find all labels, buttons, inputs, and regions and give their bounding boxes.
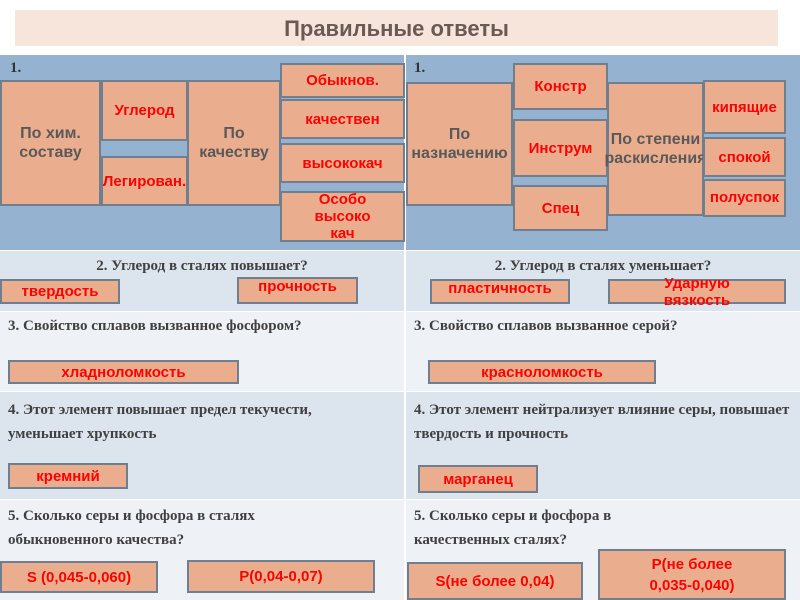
answer-box[interactable]: Легирован. bbox=[101, 156, 188, 206]
answer-box[interactable]: кремний bbox=[8, 463, 128, 489]
q4-left-question: 4. Этот элемент повышает предел текучест… bbox=[8, 402, 312, 442]
answer-box[interactable]: S (0,045-0,060) bbox=[0, 561, 158, 593]
category-purpose[interactable]: По назначению bbox=[406, 82, 513, 206]
answer-box[interactable]: красноломкость bbox=[428, 360, 656, 384]
answer-box[interactable]: пластичность bbox=[430, 279, 570, 304]
answer-box[interactable]: спокой bbox=[703, 137, 786, 177]
answer-box[interactable]: P(не более 0,035-0,040) bbox=[598, 549, 786, 600]
category-chem-composition[interactable]: По хим. составу bbox=[0, 80, 101, 206]
q5-right-question: 5. Сколько серы и фосфора в качественных… bbox=[414, 508, 612, 548]
answer-box[interactable]: P(0,04-0,07) bbox=[187, 560, 375, 593]
category-deoxidation[interactable]: По степени раскисления bbox=[605, 82, 707, 216]
answer-box[interactable]: Особо высоко кач bbox=[280, 191, 405, 242]
answer-box[interactable]: Спец bbox=[513, 185, 608, 231]
q1-right-number: 1. bbox=[414, 60, 426, 76]
answer-box[interactable]: высококач bbox=[280, 143, 405, 183]
answer-box[interactable]: Констр bbox=[513, 63, 608, 110]
answer-box[interactable]: S(не более 0,04) bbox=[407, 562, 583, 600]
answer-box[interactable]: прочность bbox=[237, 277, 358, 304]
answer-box[interactable]: хладноломкость bbox=[8, 360, 239, 384]
category-quality[interactable]: По качеству bbox=[187, 80, 281, 206]
answer-box[interactable]: Обыкнов. bbox=[280, 63, 405, 98]
q3-right-question: 3. Свойство сплавов вызванное серой? bbox=[414, 318, 678, 334]
answer-box[interactable]: твердость bbox=[0, 279, 120, 304]
answer-box[interactable]: кипящие bbox=[703, 80, 786, 134]
q3-left-question: 3. Свойство сплавов вызванное фосфором? bbox=[8, 318, 302, 334]
answer-box[interactable]: Инструм bbox=[513, 119, 608, 177]
answer-box[interactable]: марганец bbox=[418, 465, 538, 493]
q2-right-question: 2. Углерод в сталях уменьшает? bbox=[494, 258, 712, 274]
slide-title: Правильные ответы bbox=[15, 10, 778, 46]
q2-left-question: 2. Углерод в сталях повышает? bbox=[96, 258, 308, 274]
answer-box[interactable]: качествен bbox=[280, 99, 405, 139]
answer-box[interactable]: полуспок bbox=[703, 179, 786, 217]
q5-left-question: 5. Сколько серы и фосфора в сталях обыкн… bbox=[8, 508, 255, 548]
answer-box[interactable]: Углерод bbox=[101, 80, 188, 141]
answer-box[interactable]: Ударную вязкость bbox=[608, 275, 786, 309]
q4-right-question: 4. Этот элемент нейтрализует влияние сер… bbox=[414, 402, 790, 442]
q1-left-number: 1. bbox=[10, 60, 22, 76]
